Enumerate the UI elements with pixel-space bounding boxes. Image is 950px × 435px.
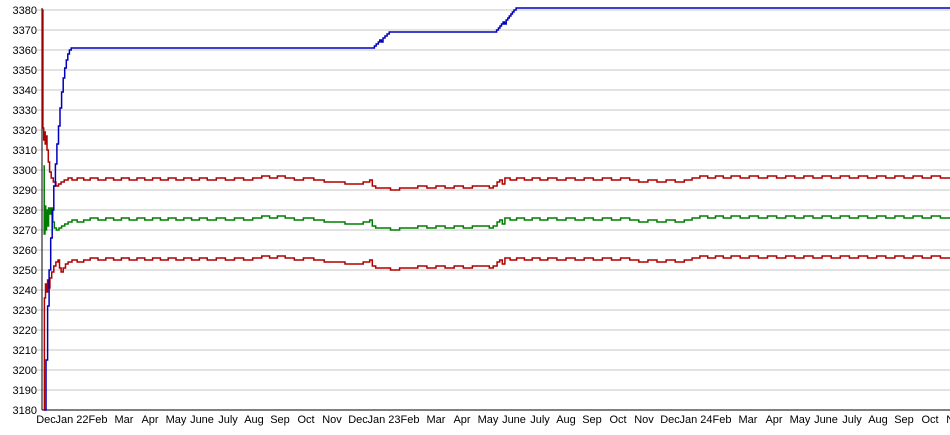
y-tick-label: 3260	[13, 245, 37, 257]
y-tick-label: 3180	[13, 405, 37, 417]
x-tick-label: Mar	[427, 414, 446, 426]
y-tick-label: 3360	[13, 45, 37, 57]
x-tick-label: Jan 24	[679, 414, 712, 426]
y-tick-label: 3210	[13, 345, 37, 357]
y-tick-label: 3300	[13, 165, 37, 177]
y-tick-label: 3230	[13, 305, 37, 317]
x-tick-label: Feb	[401, 414, 420, 426]
x-tick-label: Sep	[894, 414, 914, 426]
y-tick-label: 3340	[13, 85, 37, 97]
x-tick-label: Mar	[739, 414, 758, 426]
y-tick-label: 3290	[13, 185, 37, 197]
x-tick-label: May	[166, 414, 187, 426]
x-tick-label: July	[842, 414, 862, 426]
rating-series-line	[43, 165, 950, 235]
x-tick-label: May	[478, 414, 499, 426]
x-tick-label: Aug	[868, 414, 888, 426]
x-tick-label: Sep	[270, 414, 290, 426]
lower-bound-series-line	[43, 255, 950, 411]
y-tick-label: 3270	[13, 225, 37, 237]
x-tick-label: Apr	[453, 414, 470, 426]
y-tick-label: 3250	[13, 265, 37, 277]
x-tick-label: Apr	[141, 414, 158, 426]
x-tick-label: Dec	[36, 414, 56, 426]
blue-step-series-line	[44, 7, 950, 411]
x-tick-label: June	[814, 414, 838, 426]
x-tick-label: July	[218, 414, 238, 426]
x-tick-label: June	[190, 414, 214, 426]
x-tick-label: Apr	[765, 414, 782, 426]
y-tick-label: 3220	[13, 325, 37, 337]
x-tick-label: Dec	[348, 414, 368, 426]
x-tick-label: Oct	[297, 414, 314, 426]
upper-bound-series-line	[42, 9, 950, 191]
x-tick-label: Dec	[660, 414, 680, 426]
x-tick-label: Nov	[946, 414, 950, 426]
y-tick-label: 3330	[13, 105, 37, 117]
y-tick-label: 3240	[13, 285, 37, 297]
x-tick-label: Sep	[582, 414, 602, 426]
x-tick-label: Jan 23	[367, 414, 400, 426]
x-tick-label: Oct	[609, 414, 626, 426]
y-tick-label: 3380	[13, 5, 37, 17]
x-tick-label: Nov	[634, 414, 654, 426]
y-tick-label: 3200	[13, 365, 37, 377]
x-tick-label: Jan 22	[55, 414, 88, 426]
x-tick-label: Aug	[244, 414, 264, 426]
y-tick-label: 3280	[13, 205, 37, 217]
y-tick-label: 3320	[13, 125, 37, 137]
x-tick-label: Oct	[921, 414, 938, 426]
x-tick-label: Feb	[713, 414, 732, 426]
x-tick-label: July	[530, 414, 550, 426]
y-tick-label: 3190	[13, 385, 37, 397]
x-tick-label: Feb	[89, 414, 108, 426]
y-tick-label: 3370	[13, 25, 37, 37]
x-tick-label: June	[502, 414, 526, 426]
x-tick-label: Mar	[115, 414, 134, 426]
y-tick-label: 3310	[13, 145, 37, 157]
x-tick-label: May	[790, 414, 811, 426]
y-tick-label: 3350	[13, 65, 37, 77]
x-tick-label: Aug	[556, 414, 576, 426]
x-tick-label: Nov	[322, 414, 342, 426]
